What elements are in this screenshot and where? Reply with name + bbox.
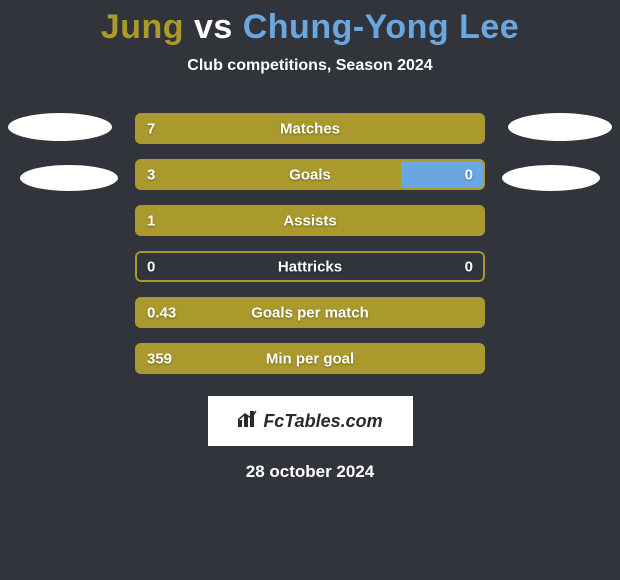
player1-value: 359 — [147, 350, 172, 367]
player1-value: 0 — [147, 258, 155, 275]
stat-row: 0 0 Hattricks — [135, 251, 485, 282]
player1-avatar-placeholder-top — [8, 113, 112, 141]
player2-avatar-placeholder-top — [508, 113, 612, 141]
player2-value: 0 — [465, 166, 473, 183]
stat-label: Goals — [289, 166, 331, 183]
player1-value: 3 — [147, 166, 155, 183]
player1-fill — [135, 159, 401, 190]
stat-row: 359 Min per goal — [135, 343, 485, 374]
stat-label: Hattricks — [278, 258, 342, 275]
stat-rows: 7 Matches 3 0 Goals 1 Assists 0 0 Hattricks 0.43 Go… — [135, 113, 485, 374]
title-vs: vs — [184, 8, 243, 46]
source-badge: FcTables.com — [208, 396, 413, 446]
player2-name: Chung-Yong Lee — [243, 8, 519, 46]
stat-row: 0.43 Goals per match — [135, 297, 485, 328]
page-title: Jung vs Chung-Yong Lee — [0, 0, 620, 47]
player1-value: 7 — [147, 120, 155, 137]
stat-row: 3 0 Goals — [135, 159, 485, 190]
player1-value: 1 — [147, 212, 155, 229]
stat-label: Assists — [283, 212, 336, 229]
date-label: 28 october 2024 — [0, 462, 620, 482]
player1-value: 0.43 — [147, 304, 176, 321]
source-badge-text: FcTables.com — [263, 411, 382, 432]
comparison-stage: 7 Matches 3 0 Goals 1 Assists 0 0 Hattricks 0.43 Go… — [0, 113, 620, 374]
player1-avatar-placeholder-bottom — [20, 165, 118, 191]
stat-label: Goals per match — [251, 304, 369, 321]
player2-avatar-placeholder-bottom — [502, 165, 600, 191]
stat-row: 7 Matches — [135, 113, 485, 144]
player2-value: 0 — [465, 258, 473, 275]
subtitle: Club competitions, Season 2024 — [0, 57, 620, 75]
stat-label: Min per goal — [266, 350, 354, 367]
stat-row: 1 Assists — [135, 205, 485, 236]
chart-icon — [237, 410, 257, 433]
stat-label: Matches — [280, 120, 340, 137]
player1-name: Jung — [101, 8, 184, 46]
